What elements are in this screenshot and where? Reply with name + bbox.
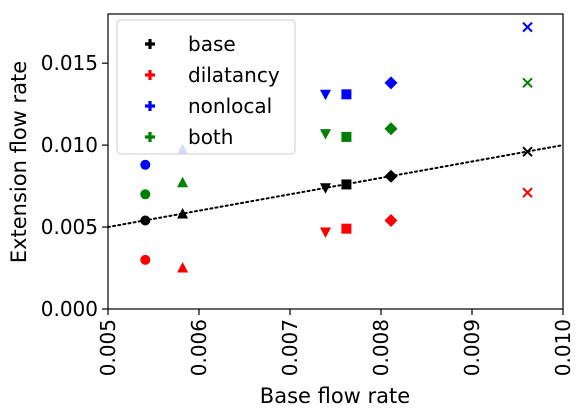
x-tick-label: 0.005 bbox=[96, 319, 120, 376]
data-point-dilatancy bbox=[522, 187, 533, 198]
data-point-both bbox=[319, 129, 331, 140]
x-tick-label: 0.006 bbox=[187, 319, 211, 376]
legend-marker-nonlocal bbox=[145, 101, 155, 111]
y-tick-label: 0.000 bbox=[41, 297, 98, 321]
data-point-both bbox=[177, 176, 189, 188]
y-axis-label: Extension flow rate bbox=[7, 61, 31, 263]
y-tick-label: 0.005 bbox=[41, 215, 98, 239]
legend-marker-dilatancy bbox=[145, 70, 155, 80]
data-point-nonlocal bbox=[384, 76, 398, 90]
x-axis-ticks: 0.005 0.006 0.007 0.008 0.009 0.010 bbox=[96, 309, 575, 376]
x-tick-label: 0.008 bbox=[369, 319, 393, 376]
plot-frame bbox=[107, 13, 564, 310]
legend-marker-both bbox=[145, 132, 155, 142]
data-point-dilatancy bbox=[319, 227, 331, 238]
legend-label-both: both bbox=[188, 125, 233, 149]
data-point-base bbox=[319, 183, 331, 194]
y-tick-label: 0.010 bbox=[41, 133, 98, 157]
x-tick-label: 0.007 bbox=[278, 319, 302, 376]
x-tick-label: 0.010 bbox=[551, 319, 575, 376]
data-point-nonlocal bbox=[522, 21, 533, 33]
data-point-base bbox=[522, 146, 533, 157]
data-point-dilatancy bbox=[177, 262, 189, 273]
legend-box bbox=[116, 19, 296, 155]
data-point-dilatancy bbox=[140, 254, 151, 265]
data-point-dilatancy bbox=[384, 214, 398, 227]
legend: base dilatancy nonlocal both bbox=[116, 19, 296, 155]
data-point-base bbox=[177, 207, 189, 219]
data-point-base bbox=[341, 179, 352, 190]
legend-label-dilatancy: dilatancy bbox=[188, 63, 280, 87]
data-point-base bbox=[140, 215, 151, 226]
y-axis-ticks: 0.000 0.005 0.010 0.015 bbox=[41, 51, 108, 321]
data-point-both bbox=[522, 77, 533, 89]
x-axis-label: Base flow rate bbox=[260, 384, 410, 408]
y-tick-label: 0.015 bbox=[41, 51, 98, 75]
series-dilatancy bbox=[140, 187, 533, 273]
legend-label-nonlocal: nonlocal bbox=[188, 94, 272, 118]
data-point-nonlocal bbox=[140, 159, 151, 170]
data-point-both bbox=[140, 189, 151, 200]
data-point-base bbox=[384, 169, 398, 183]
data-point-both bbox=[384, 122, 398, 136]
data-point-dilatancy bbox=[341, 223, 352, 234]
data-point-nonlocal bbox=[341, 89, 352, 100]
legend-marker-base bbox=[145, 39, 155, 49]
series-base bbox=[140, 146, 533, 226]
legend-label-base: base bbox=[188, 32, 236, 56]
data-point-nonlocal bbox=[319, 89, 331, 101]
x-tick-label: 0.009 bbox=[460, 319, 484, 376]
data-point-both bbox=[341, 131, 352, 142]
series-both bbox=[140, 77, 533, 200]
data-marks bbox=[107, 21, 564, 273]
